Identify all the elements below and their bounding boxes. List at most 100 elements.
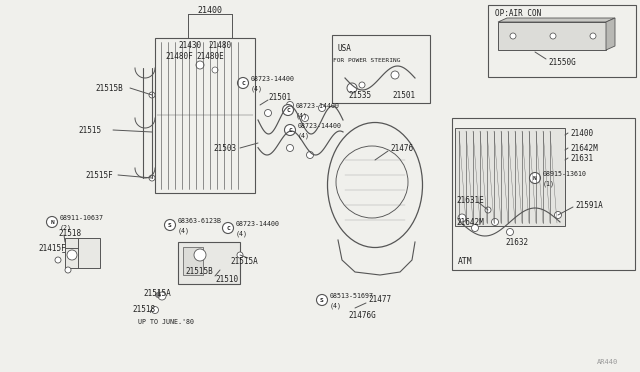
Text: 21515F: 21515F — [85, 170, 113, 180]
Bar — [452, 118, 635, 270]
Circle shape — [152, 307, 159, 314]
Text: 21515A: 21515A — [143, 289, 171, 298]
Text: 21480F: 21480F — [165, 51, 193, 61]
Circle shape — [506, 228, 513, 235]
Text: N: N — [50, 219, 54, 224]
Text: 21515: 21515 — [78, 125, 101, 135]
Circle shape — [237, 77, 248, 89]
Bar — [183, 247, 203, 275]
Text: UP TO JUNE.'80: UP TO JUNE.'80 — [138, 319, 194, 325]
Circle shape — [67, 250, 77, 260]
Text: 21550G: 21550G — [548, 58, 576, 67]
Text: 21501: 21501 — [268, 93, 291, 102]
Text: (4): (4) — [298, 133, 310, 139]
Circle shape — [285, 125, 296, 135]
Circle shape — [359, 82, 365, 88]
Circle shape — [301, 115, 308, 122]
Circle shape — [149, 175, 155, 181]
Text: 21477: 21477 — [368, 295, 391, 305]
Text: USA: USA — [338, 44, 352, 52]
Circle shape — [347, 83, 357, 93]
Text: (4): (4) — [236, 231, 248, 237]
Text: 21400: 21400 — [570, 128, 593, 138]
Text: (4): (4) — [251, 86, 263, 92]
Circle shape — [156, 292, 161, 298]
Text: 21631: 21631 — [570, 154, 593, 163]
Text: (4): (4) — [330, 303, 342, 309]
Circle shape — [317, 295, 328, 305]
Text: 08513-51697: 08513-51697 — [330, 293, 374, 299]
Text: (2): (2) — [60, 225, 72, 231]
Text: 21518: 21518 — [58, 228, 81, 237]
Circle shape — [237, 252, 243, 258]
Circle shape — [510, 33, 516, 39]
Circle shape — [212, 67, 218, 73]
Text: 21503: 21503 — [213, 144, 236, 153]
Circle shape — [485, 207, 491, 213]
Text: 21631E: 21631E — [456, 196, 484, 205]
Text: 21415F: 21415F — [38, 244, 66, 253]
Circle shape — [529, 173, 541, 183]
Circle shape — [554, 212, 561, 218]
Circle shape — [492, 218, 499, 225]
Bar — [65, 238, 100, 268]
Bar — [332, 35, 430, 103]
Text: 21430: 21430 — [178, 41, 201, 49]
Text: 21515A: 21515A — [230, 257, 258, 266]
Text: 21642M: 21642M — [570, 144, 598, 153]
Text: N: N — [533, 176, 537, 180]
Text: 08723-14400: 08723-14400 — [236, 221, 280, 227]
Polygon shape — [498, 18, 615, 22]
Circle shape — [158, 292, 166, 300]
Circle shape — [287, 144, 294, 151]
Circle shape — [472, 224, 479, 231]
Circle shape — [47, 217, 58, 228]
Text: C: C — [288, 128, 292, 132]
Text: (4): (4) — [178, 228, 190, 234]
Text: (4): (4) — [296, 113, 308, 119]
Circle shape — [55, 257, 61, 263]
Circle shape — [264, 109, 271, 116]
Text: 21535: 21535 — [348, 90, 371, 99]
Text: 21480E: 21480E — [196, 51, 224, 61]
Circle shape — [590, 33, 596, 39]
Text: 08723-14400: 08723-14400 — [298, 123, 342, 129]
Text: 08911-10637: 08911-10637 — [60, 215, 104, 221]
Bar — [498, 22, 606, 50]
Text: S: S — [320, 298, 324, 302]
Text: 08723-14400: 08723-14400 — [296, 103, 340, 109]
Text: 21476: 21476 — [390, 144, 413, 153]
Circle shape — [196, 61, 204, 69]
Text: 21642M: 21642M — [456, 218, 484, 227]
Circle shape — [149, 92, 155, 98]
Circle shape — [287, 102, 294, 109]
Text: 08915-13610: 08915-13610 — [543, 171, 587, 177]
Text: ATM: ATM — [458, 257, 472, 266]
Text: 08723-14400: 08723-14400 — [251, 76, 295, 82]
Text: 08363-6123B: 08363-6123B — [178, 218, 222, 224]
Circle shape — [282, 105, 294, 115]
Circle shape — [458, 214, 466, 222]
Text: 21476G: 21476G — [348, 311, 376, 320]
Text: 21501: 21501 — [392, 90, 415, 99]
Bar — [455, 128, 565, 226]
Text: 21515B: 21515B — [95, 83, 123, 93]
Text: S: S — [168, 222, 172, 228]
Bar — [155, 38, 255, 193]
Polygon shape — [606, 18, 615, 50]
Text: C: C — [241, 80, 245, 86]
Text: C: C — [226, 225, 230, 231]
Circle shape — [65, 267, 71, 273]
Circle shape — [391, 71, 399, 79]
Circle shape — [223, 222, 234, 234]
Text: 21632: 21632 — [505, 237, 528, 247]
Text: FOR POWER STEERING: FOR POWER STEERING — [333, 58, 401, 62]
Text: 21591A: 21591A — [575, 201, 603, 209]
Text: 21400: 21400 — [198, 6, 223, 15]
Circle shape — [319, 105, 326, 112]
Text: AR440: AR440 — [596, 359, 618, 365]
Circle shape — [164, 219, 175, 231]
Circle shape — [194, 249, 206, 261]
Text: 21518: 21518 — [132, 305, 155, 314]
Bar — [488, 5, 636, 77]
